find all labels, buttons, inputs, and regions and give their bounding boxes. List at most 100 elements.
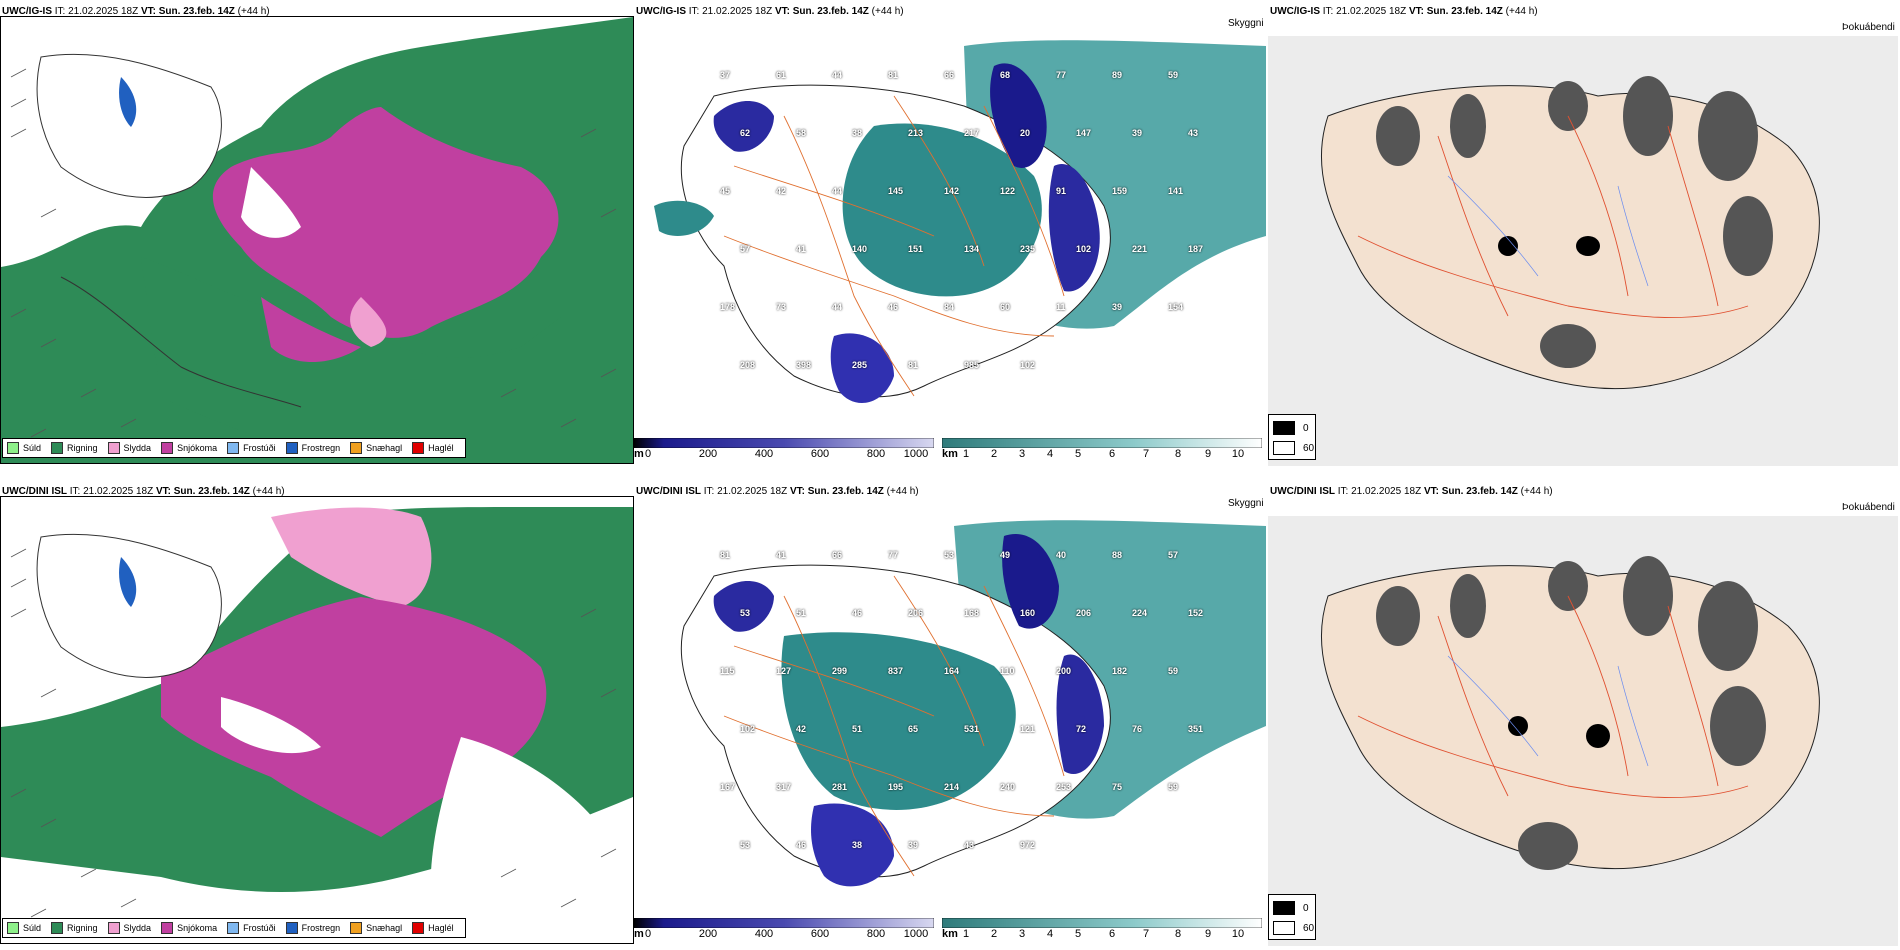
row2-precip-panel: UWC/DINI ISL IT: 21.02.2025 18Z VT: Sun.… bbox=[0, 480, 634, 950]
visibility-value-label: 76 bbox=[1132, 724, 1143, 734]
visibility-value-label: 206 bbox=[908, 608, 924, 618]
fog-swatch-black bbox=[1273, 901, 1295, 915]
visibility-value-label: 140 bbox=[852, 244, 868, 254]
visibility-value-label: 159 bbox=[1112, 186, 1128, 196]
visibility-value-label: 51 bbox=[796, 608, 807, 618]
visibility-value-label: 208 bbox=[740, 360, 756, 370]
legend-item-haglel: Haglél bbox=[412, 442, 454, 454]
visibility-value-label: 285 bbox=[852, 360, 868, 370]
fog-legend-row-bottom: 60 bbox=[1273, 921, 1314, 935]
elev-unit: m bbox=[634, 928, 644, 940]
visibility-value-label: 110 bbox=[1000, 666, 1015, 676]
visibility-value-label: 531 bbox=[964, 724, 980, 734]
visibility-value-label: 317 bbox=[776, 782, 792, 792]
legend-item-frostregn: Frostregn bbox=[285, 922, 340, 934]
elev-tick: 1000 bbox=[903, 928, 929, 940]
visibility-value-label: 44 bbox=[832, 186, 843, 196]
visibility-value-label: 65 bbox=[908, 724, 919, 734]
visibility-value-label: 72 bbox=[1076, 724, 1087, 734]
row2-precip-header: UWC/DINI ISL IT: 21.02.2025 18Z VT: Sun.… bbox=[2, 486, 285, 497]
visibility-value-label: 115 bbox=[720, 666, 735, 676]
visibility-value-label: 168 bbox=[964, 608, 980, 618]
elev-tick: 400 bbox=[754, 928, 774, 940]
row1-precip-legend: Súld Rigning Slydda Snjókoma Frostúði Fr… bbox=[2, 438, 466, 458]
visibility-value-label: 41 bbox=[796, 244, 807, 254]
visibility-value-label: 60 bbox=[1000, 302, 1011, 312]
visibility-value-label: 102 bbox=[740, 724, 756, 734]
vis-tick: 9 bbox=[1204, 928, 1212, 940]
legend-item-haglel: Haglél bbox=[412, 922, 454, 934]
visibility-value-label: 37 bbox=[720, 70, 731, 80]
visibility-value-label: 214 bbox=[944, 782, 960, 792]
visibility-value-label: 281 bbox=[832, 782, 848, 792]
swatch-frostregn bbox=[285, 442, 298, 454]
visibility-value-label: 217 bbox=[964, 128, 980, 138]
row2-precip-map bbox=[0, 496, 634, 944]
visibility-value-label: 81 bbox=[908, 360, 919, 370]
visibility-value-label: 213 bbox=[908, 128, 924, 138]
row2-visibility-map bbox=[634, 516, 1266, 912]
row1-precip-header: UWC/IG-IS IT: 21.02.2025 18Z VT: Sun. 23… bbox=[2, 6, 270, 17]
vis-tick: 4 bbox=[1046, 448, 1054, 460]
visibility-value-label: 351 bbox=[1188, 724, 1204, 734]
visibility-value-label: 45 bbox=[720, 186, 731, 196]
fog-swatch-black bbox=[1273, 421, 1295, 435]
row1-precip-panel: UWC/IG-IS IT: 21.02.2025 18Z VT: Sun. 23… bbox=[0, 0, 634, 470]
visibility-value-label: 160 bbox=[1020, 608, 1036, 618]
swatch-slydda bbox=[107, 922, 120, 934]
row2-fog-title: Þokuábendi bbox=[1842, 502, 1895, 513]
elev-tick: 600 bbox=[810, 448, 830, 460]
elev-tick: 1000 bbox=[903, 448, 929, 460]
visibility-value-label: 81 bbox=[720, 550, 731, 560]
swatch-sudl bbox=[7, 442, 19, 454]
vis-tick: 7 bbox=[1142, 928, 1150, 940]
visibility-value-label: 134 bbox=[964, 244, 980, 254]
visibility-value-label: 91 bbox=[1056, 186, 1067, 196]
visibility-value-label: 59 bbox=[1168, 782, 1179, 792]
visibility-value-label: 53 bbox=[740, 840, 751, 850]
swatch-snaehagl bbox=[350, 922, 363, 934]
visibility-value-label: 206 bbox=[1076, 608, 1092, 618]
vis-tick: 1 bbox=[962, 448, 970, 460]
visibility-value-label: 398 bbox=[796, 360, 812, 370]
elev-unit: m bbox=[634, 448, 644, 460]
vis-unit: km bbox=[942, 448, 958, 460]
row2-visibility-panel: UWC/DINI ISL IT: 21.02.2025 18Z VT: Sun.… bbox=[634, 480, 1268, 950]
visibility-value-label: 73 bbox=[776, 302, 787, 312]
swatch-haglel bbox=[412, 442, 425, 454]
row2-fog-legend: 0 60 bbox=[1268, 894, 1316, 940]
row1-visibility-panel: UWC/IG-IS IT: 21.02.2025 18Z VT: Sun. 23… bbox=[634, 0, 1268, 470]
visibility-value-label: 299 bbox=[832, 666, 848, 676]
visibility-value-label: 145 bbox=[888, 186, 904, 196]
row2-visibility-colorbar: km 1 2 3 4 5 6 7 8 9 10 bbox=[942, 918, 1262, 946]
fog-legend-row-bottom: 60 bbox=[1273, 441, 1314, 455]
visibility-value-label: 39 bbox=[1112, 302, 1123, 312]
visibility-value-label: 141 bbox=[1168, 186, 1184, 196]
visibility-value-label: 20 bbox=[1020, 128, 1031, 138]
vis-tick: 7 bbox=[1142, 448, 1150, 460]
swatch-sudl bbox=[7, 922, 19, 934]
visibility-value-label: 235 bbox=[1020, 244, 1036, 254]
visibility-value-label: 66 bbox=[944, 70, 955, 80]
swatch-frostregn bbox=[285, 922, 298, 934]
elev-tick: 800 bbox=[866, 928, 886, 940]
vis-tick: 5 bbox=[1074, 928, 1082, 940]
row2-fog-map bbox=[1268, 516, 1898, 946]
row1-fog-map bbox=[1268, 36, 1898, 466]
vis-tick: 8 bbox=[1174, 928, 1182, 940]
visibility-value-label: 77 bbox=[888, 550, 899, 560]
row1-precip-map bbox=[0, 16, 634, 464]
vis-tick: 1 bbox=[962, 928, 970, 940]
visibility-value-label: 43 bbox=[964, 840, 975, 850]
visibility-value-label: 46 bbox=[796, 840, 807, 850]
fog-legend-row-top: 0 bbox=[1273, 421, 1309, 435]
row2-elevation-colorbar: m 0 200 400 600 800 1000 bbox=[634, 918, 934, 946]
row1-visibility-value-labels: 37 61 44 81 66 68 77 89 59 62 58 38 213 217 20 147 39 43 4… bbox=[700, 50, 1240, 420]
visibility-value-label: 182 bbox=[1112, 666, 1128, 676]
visibility-value-label: 42 bbox=[776, 186, 787, 196]
visibility-value-label: 11 bbox=[1056, 302, 1066, 312]
legend-item-rigning: Rigning bbox=[51, 442, 98, 454]
visibility-value-label: 88 bbox=[1112, 550, 1123, 560]
visibility-value-label: 62 bbox=[740, 128, 751, 138]
row2-precip-legend: Súld Rigning Slydda Snjókoma Frostúði Fr… bbox=[2, 918, 466, 938]
